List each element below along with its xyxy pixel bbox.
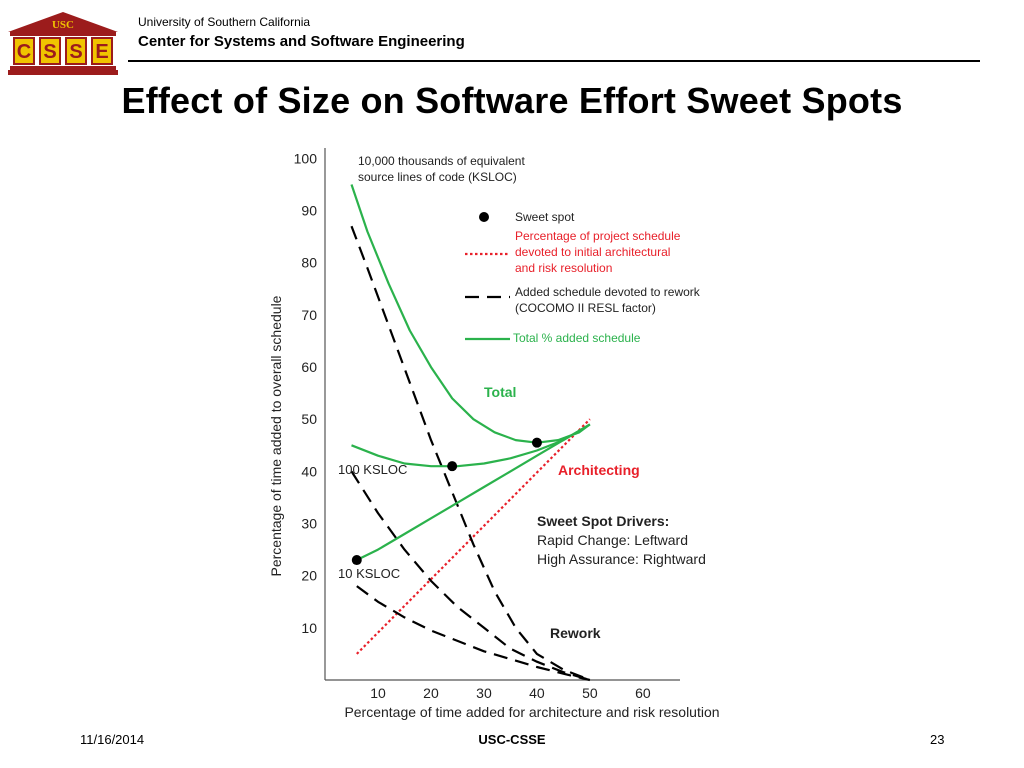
- page-number: 23: [930, 732, 945, 747]
- x-tick-label: 40: [529, 685, 545, 701]
- legend-sweet-spot-label: Sweet spot: [515, 210, 575, 224]
- solid-green-series-line-7: [356, 423, 591, 561]
- logo-letter-box: [65, 37, 87, 65]
- logo-letter-box: [13, 37, 35, 65]
- ksloc-10000-note: 10,000 thousands of equivalent: [358, 154, 525, 168]
- chart-annotations: 10,000 thousands of equivalent source lin…: [338, 154, 706, 641]
- y-axis-label: Percentage of time added to overall sche…: [268, 295, 284, 576]
- legend-total-label: Total % added schedule: [513, 331, 641, 345]
- solid-green-series-line-5: [350, 184, 591, 444]
- logo-letter: S: [69, 41, 82, 63]
- rework-curve-label: Rework: [550, 625, 601, 641]
- solid-green-series-line-6: [351, 423, 591, 468]
- sweet-spot-driver-item: Rapid Change: Leftward: [537, 532, 688, 548]
- ksloc-10-label: 10 KSLOC: [338, 566, 400, 581]
- y-tick-label: 70: [301, 307, 317, 323]
- footer-org: USC-CSSE: [478, 732, 546, 747]
- sweet-spot-point: [447, 461, 458, 472]
- total-curve-label: Total: [484, 384, 516, 400]
- footer-date: 11/16/2014: [80, 732, 145, 747]
- chart-series: [350, 184, 591, 682]
- sweet-spot-markers: [351, 437, 542, 566]
- x-tick-label: 60: [635, 685, 651, 701]
- ksloc-10000-note: source lines of code (KSLOC): [358, 170, 517, 184]
- sweet-spot-chart: 10 20 30 40 50 60 10 20 30 40 50 60 70 80 90 100 Sweet…: [268, 148, 720, 720]
- y-tick-label: 60: [301, 359, 317, 375]
- x-tick-label: 10: [370, 685, 386, 701]
- x-tick-label: 20: [423, 685, 439, 701]
- ksloc-100-label: 100 KSLOC: [338, 462, 407, 477]
- legend-sweet-spot-marker: [479, 212, 489, 222]
- sweet-spot-drivers-title: Sweet Spot Drivers:: [537, 513, 669, 529]
- header-divider: [128, 60, 980, 62]
- legend-architecting-label: and risk resolution: [515, 261, 612, 275]
- y-tick-label: 100: [294, 150, 318, 166]
- logo-letter-box: [39, 37, 61, 65]
- logo-letter: C: [17, 41, 31, 63]
- legend-architecting-label: Percentage of project schedule: [515, 229, 681, 243]
- y-tick-label: 80: [301, 255, 317, 271]
- sweet-spot-driver-item: High Assurance: Rightward: [537, 551, 706, 567]
- chart-axes: [324, 148, 680, 681]
- dashed-black-series-line-2: [350, 225, 591, 682]
- dotted-red-series-line-1: [356, 418, 591, 655]
- y-tick-label: 30: [301, 516, 317, 532]
- logo-letter-box: [91, 37, 113, 65]
- x-tick-label: 50: [582, 685, 598, 701]
- y-axis-ticks: 10 20 30 40 50 60 70 80 90 100: [294, 150, 318, 635]
- x-tick-label: 30: [476, 685, 492, 701]
- sweet-spot-point: [351, 555, 362, 566]
- logo-letter: E: [95, 41, 108, 63]
- center-name: Center for Systems and Software Engineer…: [138, 33, 465, 50]
- legend-architecting-label: devoted to initial architectural: [515, 245, 670, 259]
- chart-legend: Sweet spot Percentage of project schedule…: [465, 210, 701, 345]
- y-tick-label: 50: [301, 411, 317, 427]
- dashed-black-series-line-3: [350, 470, 591, 682]
- architecting-curve-label: Architecting: [558, 462, 640, 478]
- x-axis-label: Percentage of time added for architectur…: [344, 704, 719, 720]
- university-name: University of Southern California: [138, 15, 311, 29]
- y-tick-label: 10: [301, 620, 317, 636]
- y-tick-label: 40: [301, 463, 317, 479]
- legend-rework-label: Added schedule devoted to rework: [515, 285, 701, 299]
- y-tick-label: 90: [301, 203, 317, 219]
- x-axis-ticks: 10 20 30 40 50 60: [370, 685, 651, 701]
- slide-title: Effect of Size on Software Effort Sweet …: [121, 80, 903, 121]
- sweet-spot-point: [531, 437, 542, 448]
- y-tick-label: 20: [301, 568, 317, 584]
- legend-rework-label: (COCOMO II RESL factor): [515, 301, 656, 315]
- logo-letter: S: [43, 41, 56, 63]
- logo-top-text: USC: [52, 19, 74, 31]
